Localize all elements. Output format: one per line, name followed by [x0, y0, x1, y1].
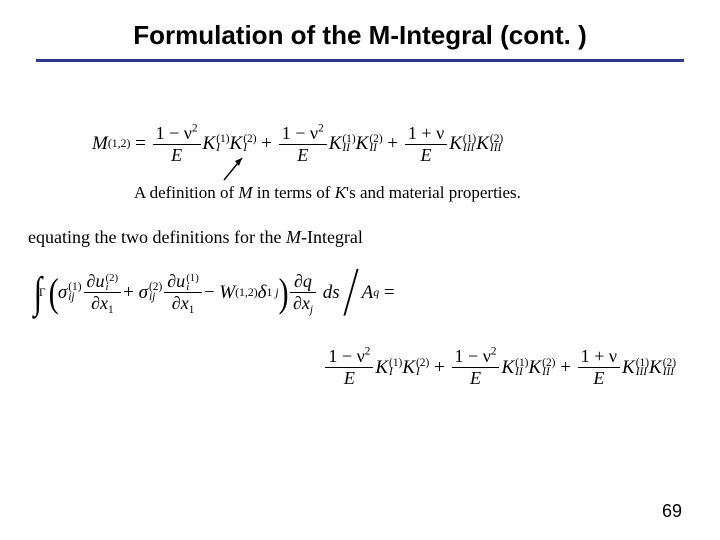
eq1-t2-k2: K [356, 133, 369, 155]
equation-2-wrap: ∫Γ ( σ(1)ij ∂u(2)i ∂x1 + σ(2)ij ∂u(1)i ∂… [36, 272, 684, 313]
callout-arrow-icon [218, 154, 248, 184]
equation-1-wrap: M (1,2) = 1 − ν2 E K(1)I K(2)I + 1 − ν2 [92, 124, 684, 165]
eq1-frac-2: 1 − ν2 E [279, 124, 327, 165]
cap-k: K [335, 183, 346, 202]
dq-dxj: ∂q ∂xj [290, 272, 316, 313]
eq1-t1-k1: K [203, 133, 216, 155]
l2-m: M [286, 227, 301, 247]
equals: = [130, 133, 150, 155]
w-symbol: W [219, 282, 235, 304]
plus-2: + [383, 133, 403, 155]
minus-1: − [204, 282, 219, 304]
eq1-frac-1: 1 − ν2 E [153, 124, 201, 165]
sigma-2: σ [139, 282, 148, 304]
eq1-t2-num: 1 − ν [282, 123, 318, 143]
plus-1: + [257, 133, 277, 155]
l2-a: equating the two definitions for the [28, 227, 286, 247]
ds: ds [323, 282, 340, 304]
eq1-t3-k1: K [449, 133, 462, 155]
cap-c: 's and material properties. [346, 183, 521, 202]
plus-5: + [555, 357, 575, 379]
slide: Formulation of the M-Integral (cont. ) M… [0, 0, 720, 540]
delta-symbol: δ [258, 282, 267, 304]
m-symbol: M [92, 133, 108, 155]
equals-2: = [379, 282, 394, 304]
eq1-t1-den: E [168, 146, 185, 165]
equation-1-caption: A definition of M in terms of K's and ma… [134, 183, 684, 203]
du-dx-1: ∂u(2)i ∂x1 [84, 272, 122, 313]
eq1-t3-num: 1 + ν [408, 123, 444, 143]
equation-1: M (1,2) = 1 − ν2 E K(1)I K(2)I + 1 − ν2 [92, 124, 684, 165]
aq-a: A [362, 282, 374, 304]
sigma-1: σ [58, 282, 67, 304]
eq1-t2-k1: K [329, 133, 342, 155]
eq3-frac-3: 1 + ν E [578, 347, 620, 388]
title-underline [36, 59, 684, 62]
eq3-frac-1: 1 − ν2 E [325, 347, 373, 388]
eq1-t1-num: 1 − ν [156, 123, 192, 143]
cap-m: M [238, 183, 252, 202]
du-dx-2: ∂u(1)i ∂x1 [164, 272, 202, 313]
eq1-frac-3: 1 + ν E [405, 124, 447, 165]
cap-a: A definition of [134, 183, 238, 202]
eq1-t1-k2: K [230, 133, 243, 155]
eq1-t2-num-exp: 2 [318, 123, 324, 135]
l2-b: -Integral [301, 227, 363, 247]
page-number: 69 [662, 501, 682, 522]
equation-2: ∫Γ ( σ(1)ij ∂u(2)i ∂x1 + σ(2)ij ∂u(1)i ∂… [32, 272, 684, 313]
cap-b: in terms of [253, 183, 335, 202]
equation-3: 1 − ν2 E K(1)I K(2)I + 1 − ν2 E K(1)II K… [323, 347, 676, 388]
slide-title: Formulation of the M-Integral (cont. ) [36, 20, 684, 51]
equation-3-wrap: 1 − ν2 E K(1)I K(2)I + 1 − ν2 E K(1)II K… [36, 347, 676, 388]
plus-3: + [123, 282, 138, 304]
eq1-t2-den: E [294, 146, 311, 165]
plus-4: + [429, 357, 449, 379]
eq1-t1-num-exp: 2 [192, 123, 198, 135]
eq1-t3-den: E [418, 146, 435, 165]
equating-line: equating the two definitions for the M-I… [28, 227, 684, 248]
eq3-frac-2: 1 − ν2 E [452, 347, 500, 388]
eq1-t3-k2: K [476, 133, 489, 155]
